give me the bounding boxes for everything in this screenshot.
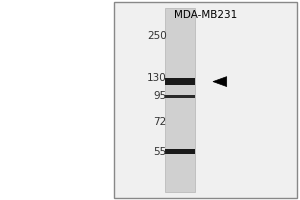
Bar — [114, 2, 297, 198]
Text: 55: 55 — [153, 147, 167, 157]
Bar — [165, 8, 195, 192]
Polygon shape — [213, 77, 227, 87]
Text: 250: 250 — [147, 31, 166, 41]
Bar — [165, 95, 195, 98]
Text: MDA-MB231: MDA-MB231 — [174, 10, 237, 20]
Text: 95: 95 — [153, 91, 167, 101]
Text: 130: 130 — [147, 73, 166, 83]
Text: 72: 72 — [153, 117, 167, 127]
Bar — [165, 149, 195, 154]
Bar — [165, 78, 195, 85]
